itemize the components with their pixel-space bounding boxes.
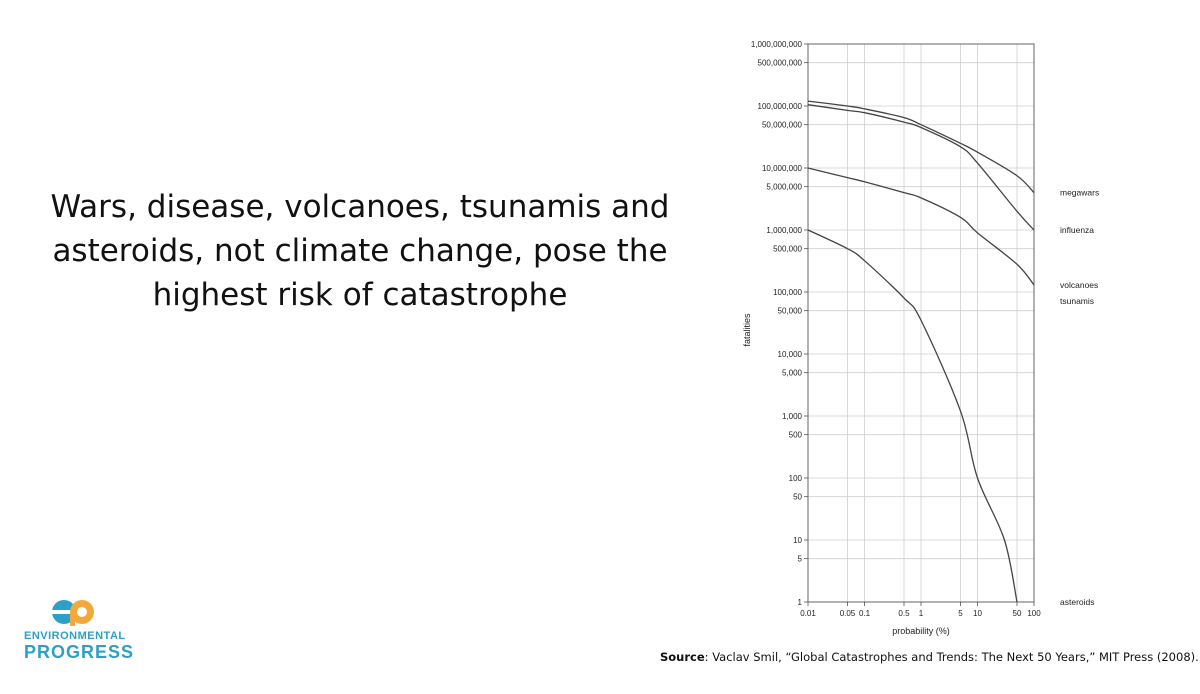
series-line-influenza bbox=[807, 104, 1035, 231]
x-tick-label: 100 bbox=[1027, 609, 1041, 618]
x-tick-label: 0.5 bbox=[898, 609, 910, 618]
series-label-volcanoes: volcanoes bbox=[1060, 280, 1098, 290]
y-tick-label: 5,000 bbox=[782, 369, 803, 378]
y-tick-label: 500,000,000 bbox=[758, 59, 803, 68]
series-line-asteroids bbox=[807, 229, 1018, 603]
chart-curves bbox=[807, 100, 1035, 603]
y-tick-label: 1,000 bbox=[782, 412, 803, 421]
x-axis-ticks: 0.01 0.05 0.1 0.5 1 5 10 50 100 bbox=[800, 602, 1041, 618]
x-tick-label: 0.05 bbox=[840, 609, 856, 618]
y-tick-label: 10,000 bbox=[778, 350, 803, 359]
slide-headline: Wars, disease, volcanoes, tsunamis and a… bbox=[50, 189, 670, 313]
y-tick-label: 500,000 bbox=[773, 245, 802, 254]
y-tick-label: 50 bbox=[793, 493, 802, 502]
environmental-progress-logo: ENVIRONMENTAL PROGRESS bbox=[24, 598, 134, 668]
source-text: : Vaclav Smil, “Global Catastrophes and … bbox=[704, 650, 1199, 664]
y-tick-label: 50,000,000 bbox=[762, 121, 803, 130]
y-tick-label: 100,000,000 bbox=[758, 102, 803, 111]
y-tick-label: 1 bbox=[798, 598, 803, 607]
logo-wordmark-bottom: PROGRESS bbox=[24, 642, 135, 662]
y-tick-label: 1,000,000,000 bbox=[751, 40, 803, 49]
y-tick-label: 500 bbox=[789, 431, 803, 440]
y-tick-label: 10,000,000 bbox=[762, 164, 803, 173]
source-citation: Source: Vaclav Smil, “Global Catastrophe… bbox=[660, 650, 1199, 664]
y-tick-label: 100 bbox=[789, 474, 803, 483]
x-tick-label: 0.1 bbox=[859, 609, 871, 618]
logo-wordmark-top: ENVIRONMENTAL bbox=[24, 630, 126, 642]
x-axis-title: probability (%) bbox=[892, 626, 950, 636]
source-label: Source bbox=[660, 650, 705, 664]
ep-logo-icon bbox=[52, 600, 94, 626]
y-tick-label: 10 bbox=[793, 536, 802, 545]
x-tick-label: 5 bbox=[958, 609, 963, 618]
x-tick-label: 50 bbox=[1013, 609, 1022, 618]
series-labels: megawars influenza volcanoes tsunamis astero… bbox=[1060, 188, 1099, 607]
y-tick-label: 50,000 bbox=[778, 307, 803, 316]
x-tick-label: 1 bbox=[919, 609, 924, 618]
series-label-megawars: megawars bbox=[1060, 188, 1099, 198]
y-axis-title: fatalities bbox=[742, 313, 752, 347]
y-tick-label: 100,000 bbox=[773, 288, 802, 297]
series-line-megawars bbox=[807, 100, 1035, 194]
x-tick-label: 10 bbox=[973, 609, 982, 618]
series-label-tsunamis: tsunamis bbox=[1060, 296, 1094, 306]
series-label-influenza: influenza bbox=[1060, 225, 1094, 235]
series-line-volcanoes bbox=[807, 167, 1035, 286]
y-tick-label: 5 bbox=[798, 555, 803, 564]
y-tick-label: 5,000,000 bbox=[766, 183, 802, 192]
series-label-asteroids: asteroids bbox=[1060, 597, 1095, 607]
x-tick-label: 0.01 bbox=[800, 609, 816, 618]
y-tick-label: 1,000,000 bbox=[766, 226, 802, 235]
y-axis-ticks: 1,000,000,000 500,000,000 100,000,000 50,00… bbox=[751, 40, 808, 607]
